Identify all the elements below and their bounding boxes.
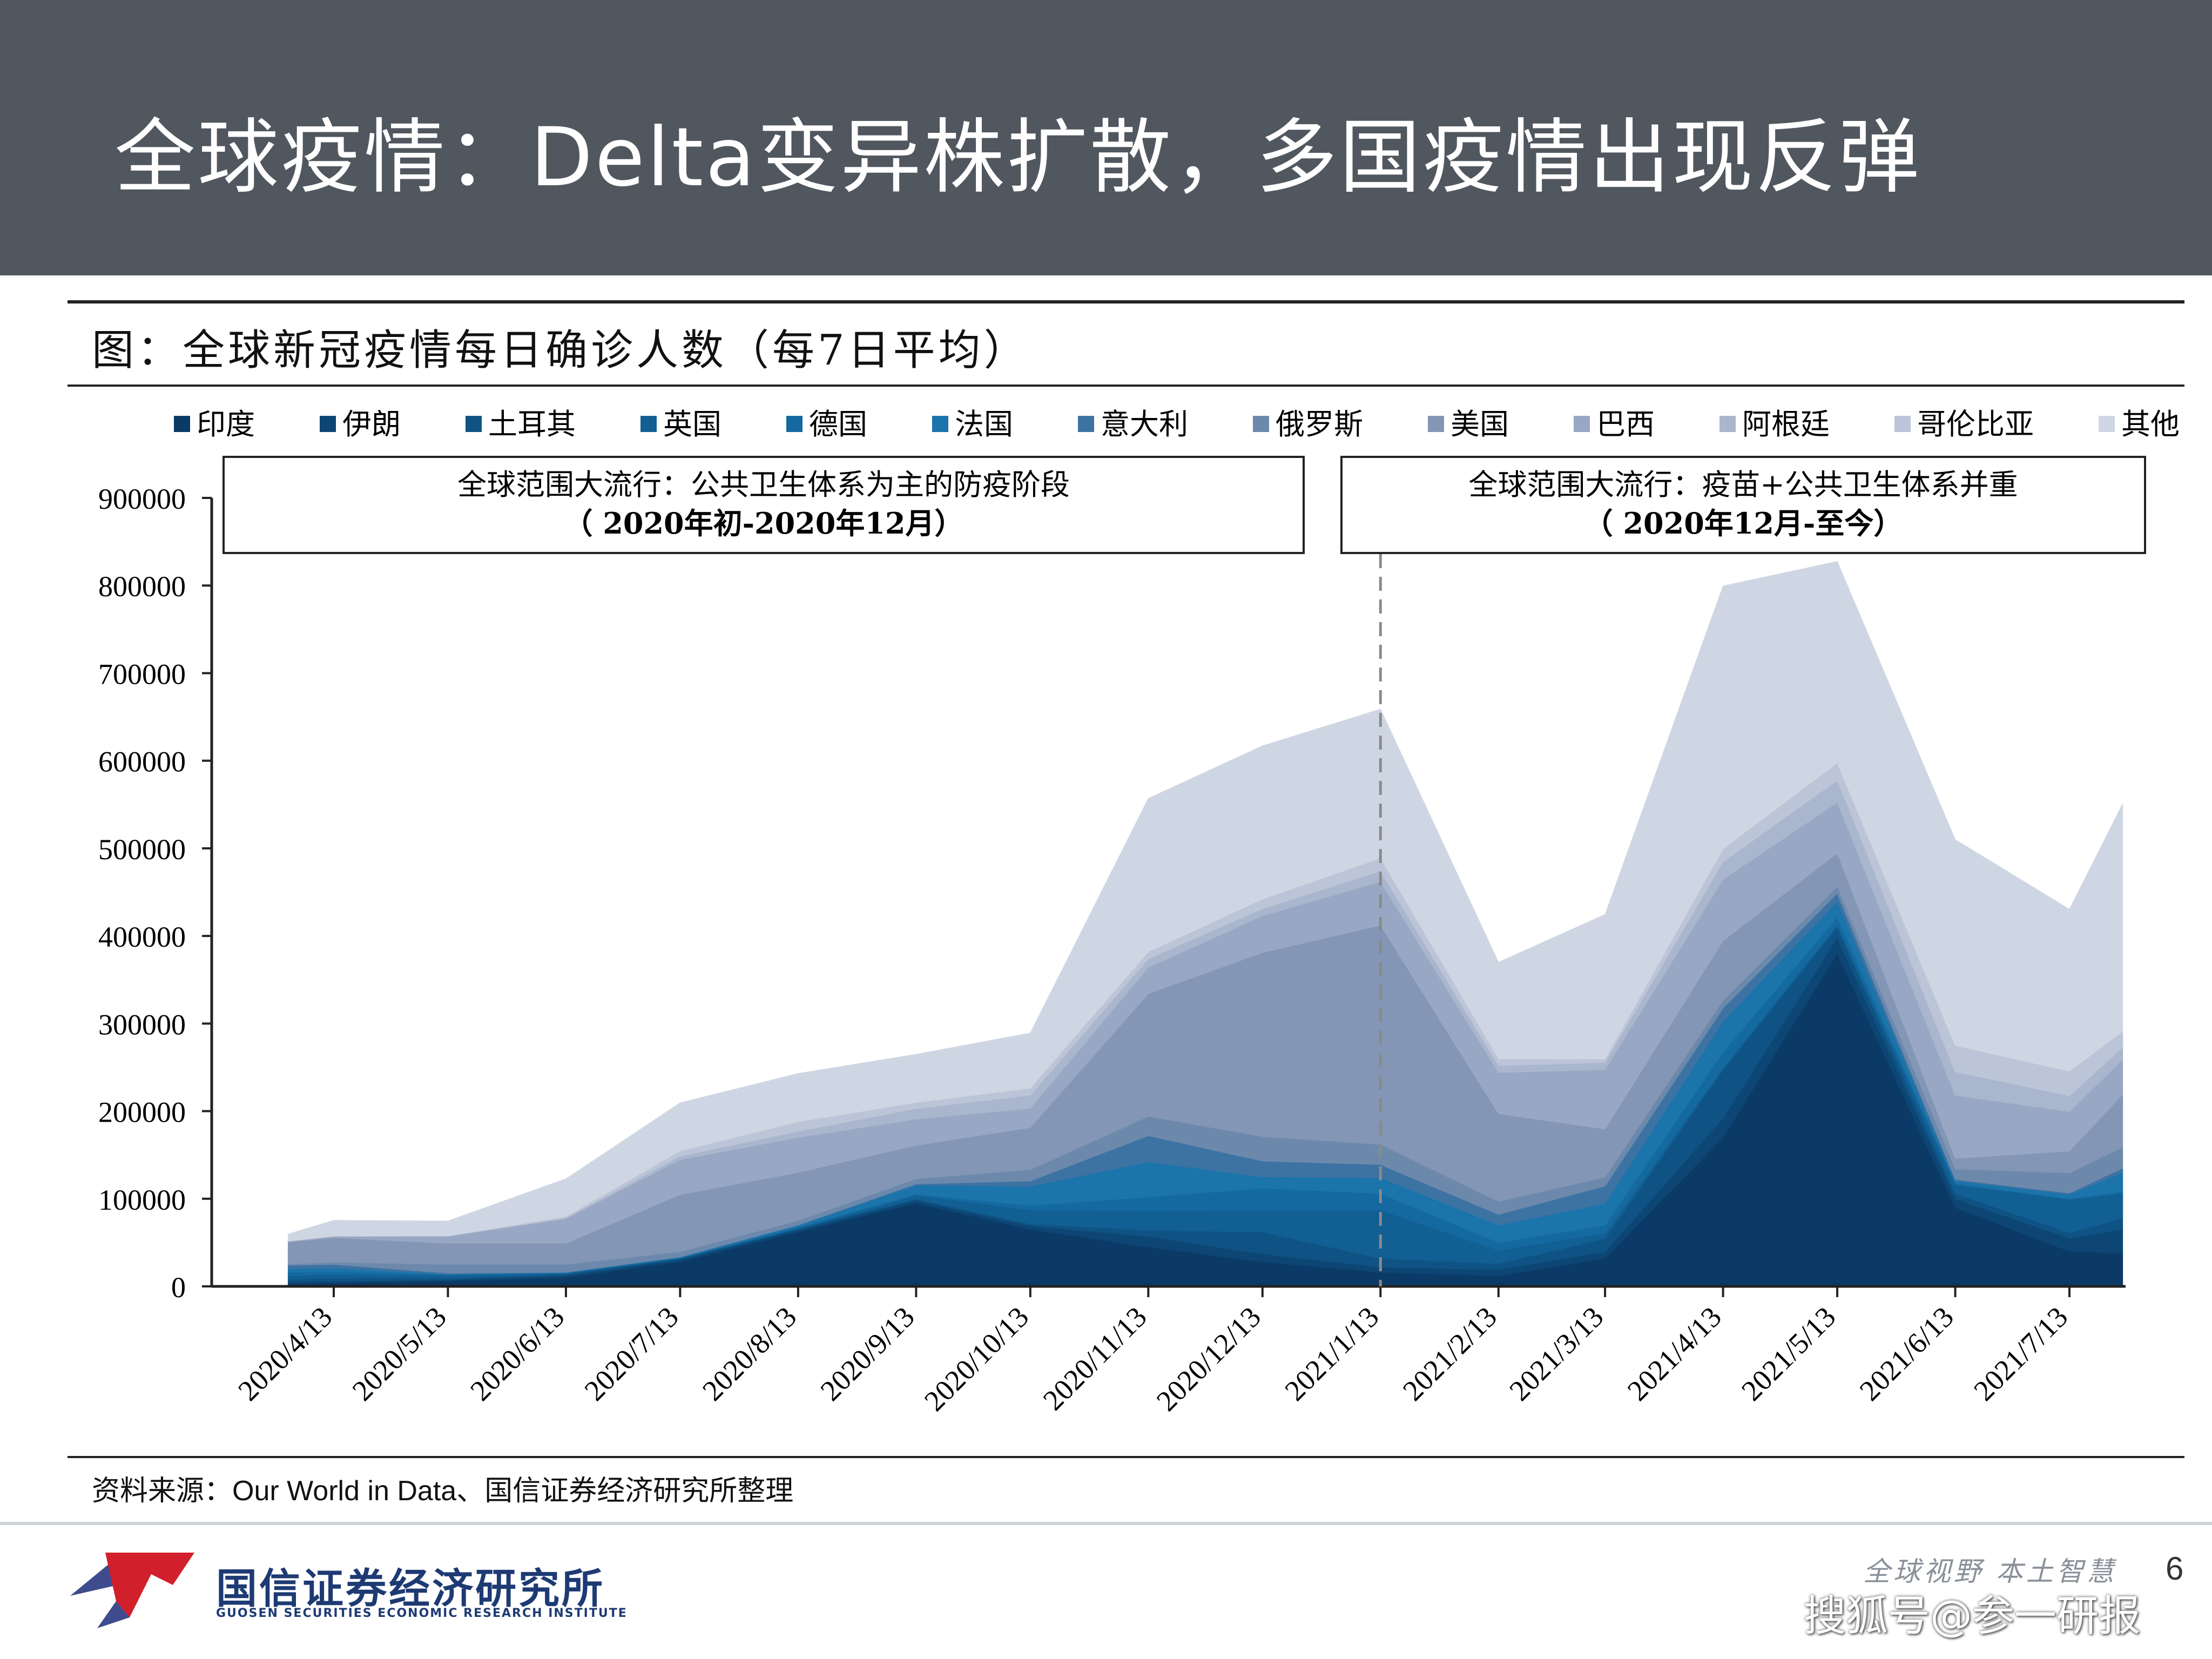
- y-axis: 0 100000 200000 300000 400000 500000 600000 700…: [98, 483, 213, 1304]
- x-tick-label: 2021/5/13: [1735, 1300, 1842, 1407]
- page-number: 6: [2166, 1550, 2184, 1587]
- legend-swatch-德国: [786, 416, 802, 432]
- y-tick-label: 800000: [98, 570, 186, 603]
- legend-label-阿根廷: 阿根廷: [1742, 407, 1830, 441]
- x-tick-label: 2021/6/13: [1853, 1300, 1960, 1407]
- annotation-2-line-2: （ 2020年12月-至今）: [1584, 506, 1903, 541]
- x-tick-label: 2020/6/13: [464, 1300, 570, 1407]
- annotation-box-phase-1: 全球范围大流行：公共卫生体系为主的防疫阶段 （ 2020年初-2020年12月）: [222, 456, 1305, 554]
- slogan: 全球视野 本土智慧: [1863, 1556, 2117, 1587]
- org-name: 国信证券经济研究所: [216, 1564, 605, 1613]
- legend-label-英国: 英国: [663, 407, 721, 441]
- annotation-2-line-1: 全球范围大流行：疫苗+公共卫生体系并重: [1468, 468, 2018, 502]
- watermark-text: 搜狐号@参一研报: [1804, 1592, 2141, 1641]
- y-tick-label: 900000: [98, 483, 186, 515]
- y-tick-label: 700000: [98, 658, 186, 690]
- annotation-1-line-2: （ 2020年初-2020年12月）: [564, 506, 964, 541]
- legend-swatch-土耳其: [466, 416, 482, 432]
- x-tick-label: 2021/3/13: [1503, 1300, 1609, 1407]
- legend-swatch-印度: [174, 416, 190, 432]
- annotation-1-line-1: 全球范围大流行：公共卫生体系为主的防疫阶段: [457, 468, 1070, 502]
- annotation-box-1-frame: [222, 456, 1305, 554]
- legend-label-伊朗: 伊朗: [342, 407, 401, 441]
- x-tick-label: 2021/2/13: [1397, 1300, 1503, 1407]
- legend-label-意大利: 意大利: [1101, 407, 1188, 441]
- y-tick-label: 200000: [98, 1096, 186, 1129]
- x-tick-label: 2020/9/13: [814, 1300, 921, 1407]
- x-axis: 2020/4/13 2020/5/13 2020/6/13 2020/7/13 2020…: [212, 1285, 2126, 1417]
- legend-swatch-美国: [1428, 416, 1444, 432]
- source-note: 资料来源：Our World in Data、国信证券经济研究所整理: [92, 1468, 793, 1508]
- org-name-en: GUOSEN SECURITIES ECONOMIC RESEARCH INST…: [216, 1607, 628, 1620]
- x-tick-label: 2020/10/13: [918, 1300, 1035, 1417]
- legend-label-法国: 法国: [955, 407, 1013, 441]
- legend-swatch-英国: [640, 416, 657, 432]
- legend-label-土耳其: 土耳其: [488, 407, 576, 441]
- annotation-box-2-frame: [1340, 456, 2146, 554]
- x-tick-label: 2020/5/13: [346, 1300, 453, 1407]
- legend-label-巴西: 巴西: [1596, 407, 1655, 441]
- legend-swatch-俄罗斯: [1253, 416, 1269, 432]
- legend-label-美国: 美国: [1451, 407, 1509, 441]
- stacked-area-chart: 印度 伊朗 土耳其 英国 德国 法国 意大利 俄罗斯 美国 巴西 阿根廷 哥伦比亚 其他 0 100000…: [98, 407, 2180, 1417]
- x-tick-label: 2020/8/13: [696, 1300, 802, 1407]
- x-tick-label: 2021/4/13: [1621, 1300, 1728, 1407]
- caption-bottom-rule: [68, 385, 2184, 387]
- x-tick-label: 2020/12/13: [1150, 1300, 1267, 1417]
- caption-top-rule: [68, 300, 2184, 304]
- footer-divider: [0, 1522, 2212, 1525]
- y-tick-label: 400000: [98, 921, 186, 953]
- legend-swatch-阿根廷: [1719, 416, 1736, 432]
- source-text: Our World in Data、国信证券经济研究所整理: [232, 1475, 794, 1507]
- y-tick-label: 0: [171, 1271, 186, 1304]
- x-tick-label: 2021/7/13: [1967, 1300, 2074, 1407]
- legend-label-印度: 印度: [197, 407, 255, 441]
- y-tick-label: 300000: [98, 1008, 186, 1041]
- legend-swatch-意大利: [1078, 416, 1094, 432]
- legend-swatch-巴西: [1574, 416, 1590, 432]
- source-rule: [68, 1456, 2184, 1458]
- legend-swatch-哥伦比亚: [1894, 416, 1911, 432]
- x-tick-label: 2020/11/13: [1037, 1300, 1153, 1417]
- x-tick-label: 2020/4/13: [232, 1300, 338, 1407]
- x-tick-label: 2020/7/13: [578, 1300, 685, 1407]
- x-tick-label: 2021/1/13: [1278, 1300, 1385, 1407]
- legend-swatch-其他: [2099, 416, 2115, 432]
- y-tick-label: 500000: [98, 833, 186, 866]
- figure-caption: 图：全球新冠疫情每日确诊人数（每7日平均）: [92, 326, 1029, 375]
- legend-label-哥伦比亚: 哥伦比亚: [1917, 407, 2034, 441]
- slide-title: 全球疫情：Delta变异株扩散，多国疫情出现反弹: [114, 111, 1922, 205]
- legend-swatch-伊朗: [320, 416, 336, 432]
- guosen-logo-icon: [70, 1553, 194, 1628]
- area-series: [287, 561, 2123, 1287]
- legend-label-德国: 德国: [809, 407, 867, 441]
- area-其他: [287, 561, 2123, 1242]
- legend-swatch-法国: [932, 416, 948, 432]
- y-tick-label: 600000: [98, 746, 186, 778]
- legend-label-其他: 其他: [2121, 407, 2180, 441]
- legend: 印度 伊朗 土耳其 英国 德国 法国 意大利 俄罗斯 美国 巴西 阿根廷 哥伦比亚 其他: [174, 407, 2180, 441]
- source-label: 资料来源：: [92, 1475, 233, 1507]
- y-tick-label: 100000: [98, 1184, 186, 1216]
- annotation-box-phase-2: 全球范围大流行：疫苗+公共卫生体系并重 （ 2020年12月-至今）: [1340, 456, 2146, 554]
- title-bar: [0, 0, 2212, 275]
- legend-label-俄罗斯: 俄罗斯: [1276, 407, 1363, 441]
